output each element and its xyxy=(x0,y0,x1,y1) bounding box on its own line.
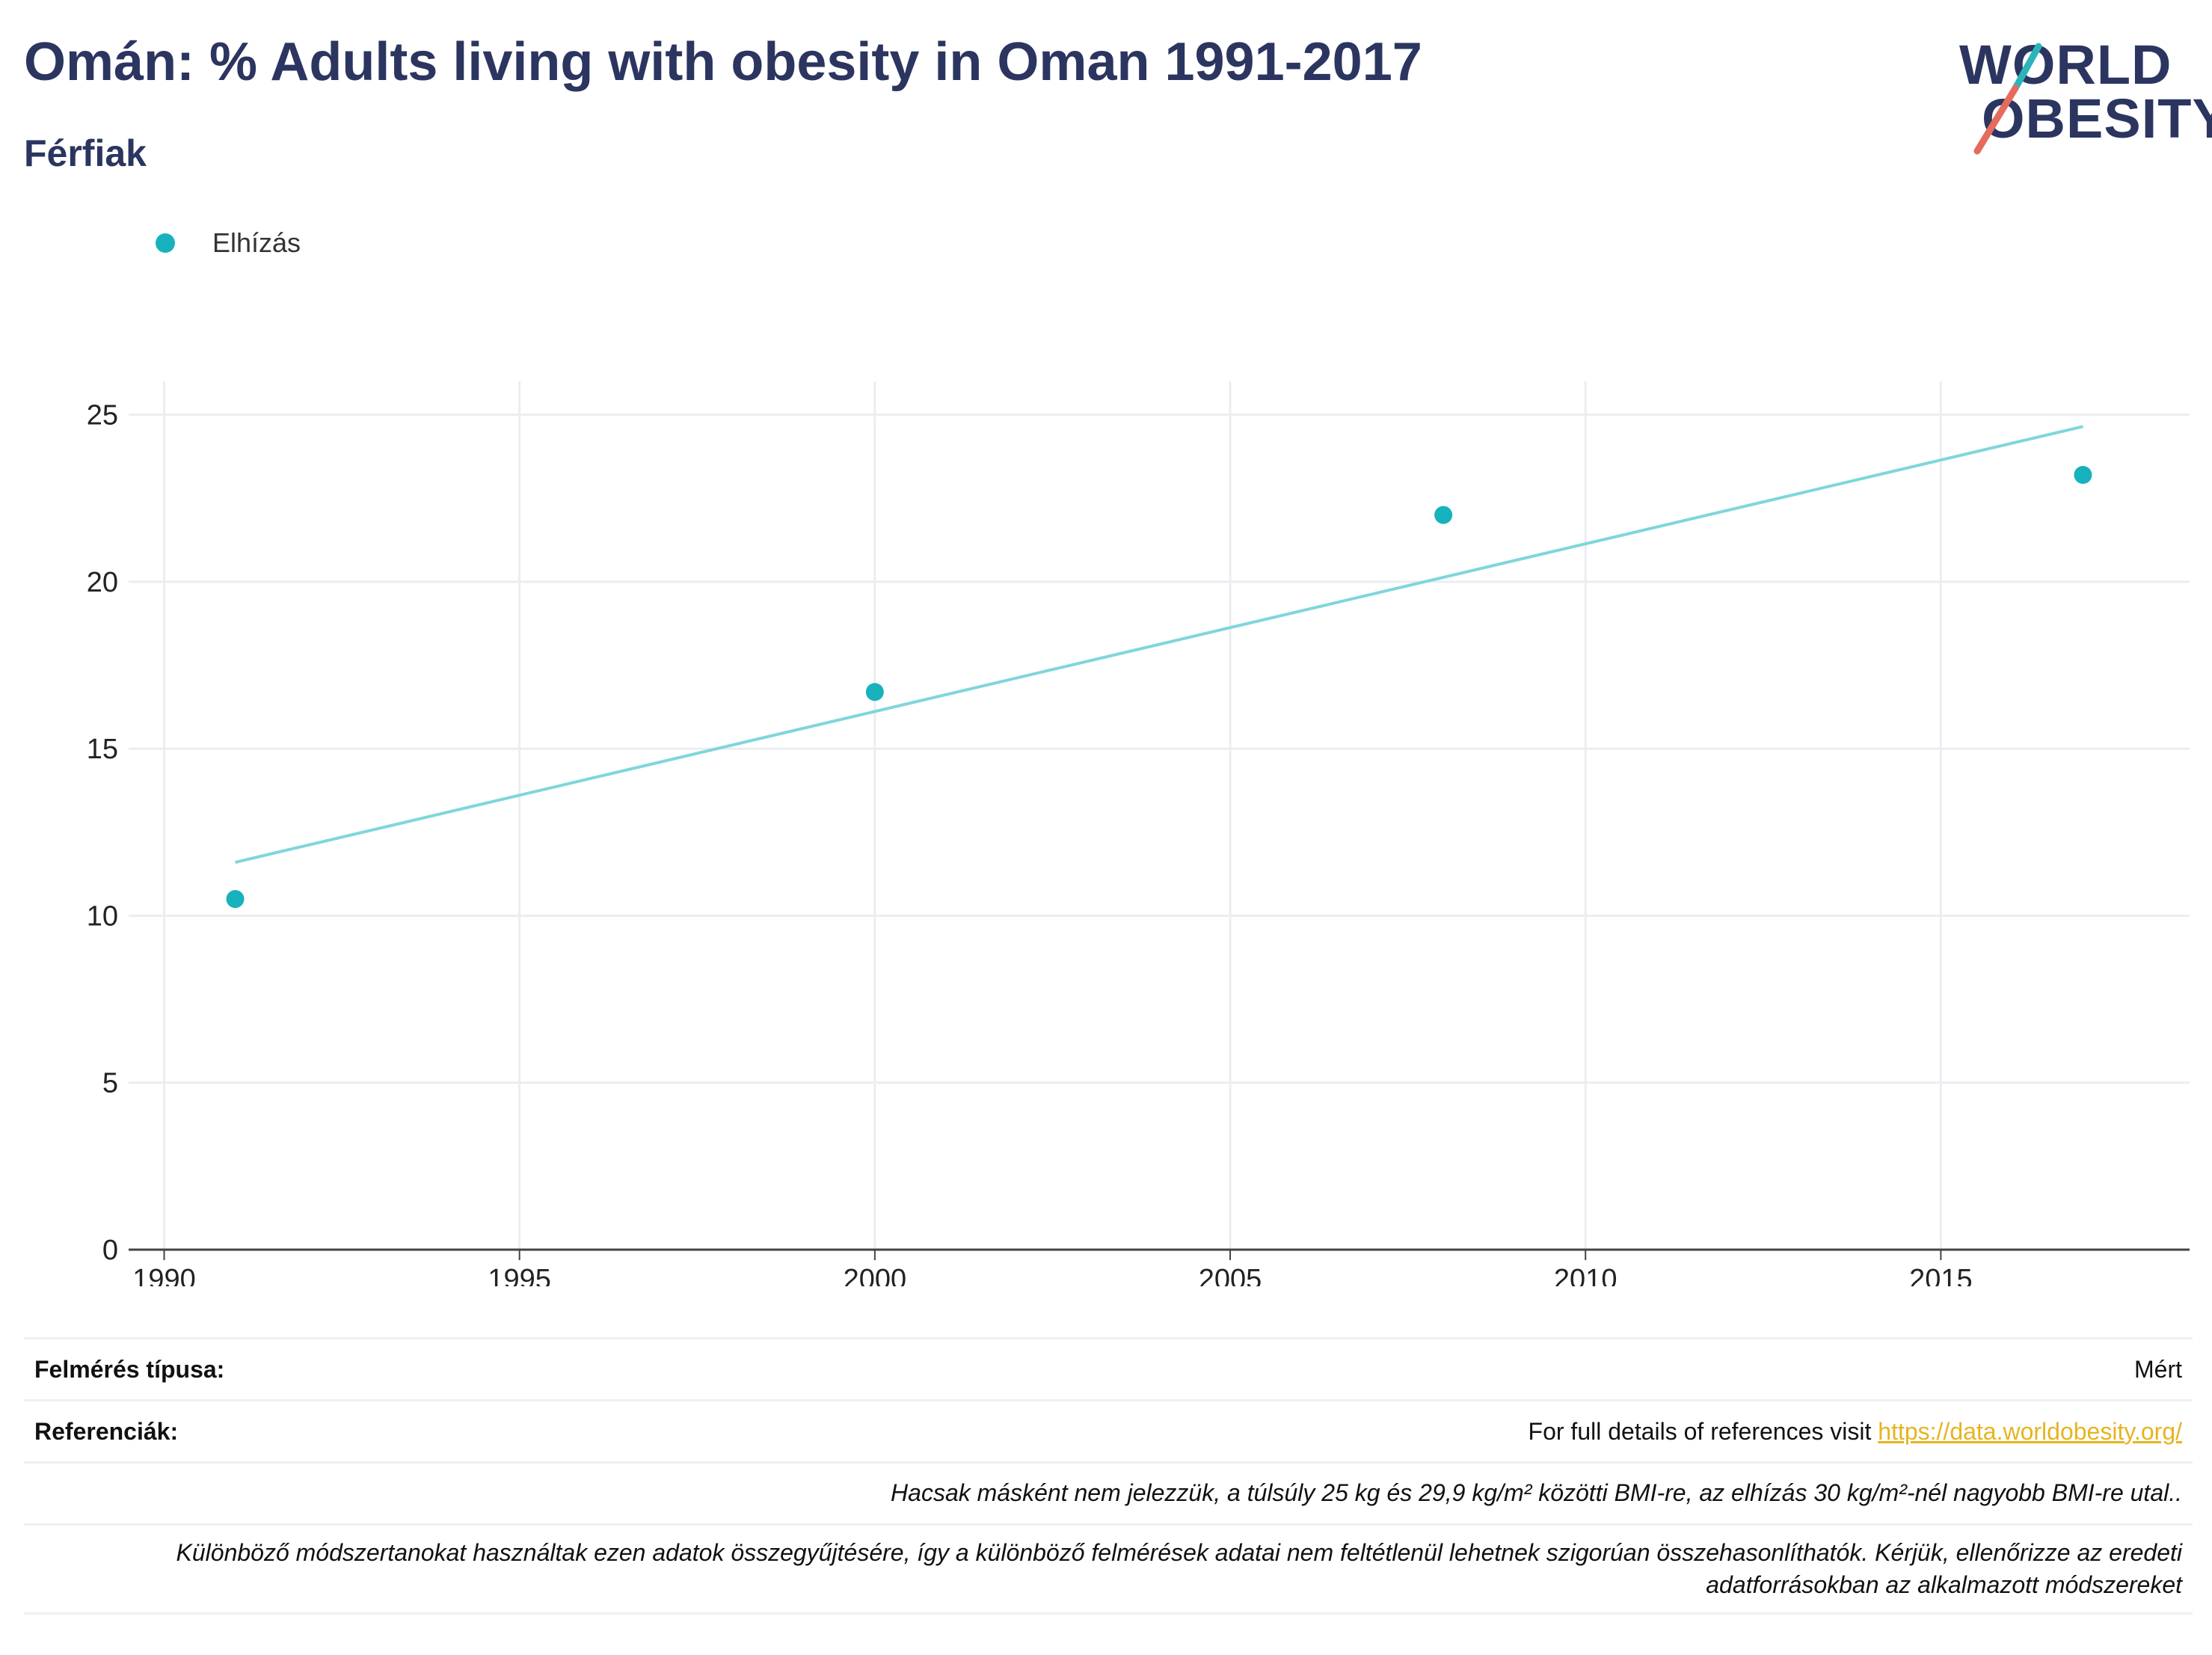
x-tick-label: 2015 xyxy=(1909,1264,1973,1286)
y-tick-label: 10 xyxy=(87,900,118,932)
references-row: Referenciák: For full details of referen… xyxy=(24,1399,2193,1461)
survey-type-row: Felmérés típusa: Mért xyxy=(24,1337,2193,1399)
note-row-2: Különböző módszertanokat használtak ezen… xyxy=(24,1523,2193,1615)
data-point xyxy=(1434,506,1453,524)
legend-label: Elhízás xyxy=(212,227,301,258)
footer-table: Felmérés típusa: Mért Referenciák: For f… xyxy=(24,1337,2193,1615)
legend-marker-icon xyxy=(156,233,175,253)
y-tick-label: 20 xyxy=(87,567,118,598)
logo-line-2: OBESITY xyxy=(1982,87,2212,150)
logo-slash-icon xyxy=(1973,43,2042,155)
trend-line xyxy=(235,425,2083,864)
survey-type-value: Mért xyxy=(2134,1355,2182,1383)
references-value: For full details of references visit htt… xyxy=(1529,1418,2182,1446)
logo-line-1: WORLD xyxy=(1959,34,2172,96)
y-tick-label: 0 xyxy=(102,1235,118,1266)
page-subtitle: Férfiak xyxy=(24,132,147,174)
references-link[interactable]: https://data.worldobesity.org/ xyxy=(1878,1417,2182,1445)
x-tick-label: 2000 xyxy=(844,1264,907,1286)
data-point xyxy=(226,890,245,909)
definition-note: Hacsak másként nem jelezzük, a túlsúly 2… xyxy=(891,1479,2182,1507)
page-title: Omán: % Adults living with obesity in Om… xyxy=(24,32,1422,92)
references-label: Referenciák: xyxy=(34,1417,179,1445)
data-point xyxy=(865,683,884,701)
y-tick-label: 15 xyxy=(87,734,118,765)
y-tick-label: 5 xyxy=(102,1068,118,1099)
x-tick-label: 1995 xyxy=(488,1264,551,1286)
methodology-note: Különböző módszertanokat használtak ezen… xyxy=(176,1538,2182,1598)
references-text: For full details of references visit xyxy=(1528,1417,1878,1445)
y-tick-label: 25 xyxy=(87,400,118,432)
x-tick-label: 2005 xyxy=(1199,1264,1262,1286)
x-tick-label: 2010 xyxy=(1554,1264,1617,1286)
survey-type-label: Felmérés típusa: xyxy=(34,1355,225,1383)
chart-legend: Elhízás xyxy=(156,224,301,262)
data-point xyxy=(2074,466,2092,485)
note-row-1: Hacsak másként nem jelezzük, a túlsúly 2… xyxy=(24,1461,2193,1523)
x-tick-label: 1990 xyxy=(132,1264,196,1286)
scatter-chart: 1990 1995 2000 2005 2010 2015 0 5 10 15 20 25 xyxy=(87,381,2190,1286)
world-obesity-logo: WORLD OBESITY xyxy=(1959,22,2212,157)
